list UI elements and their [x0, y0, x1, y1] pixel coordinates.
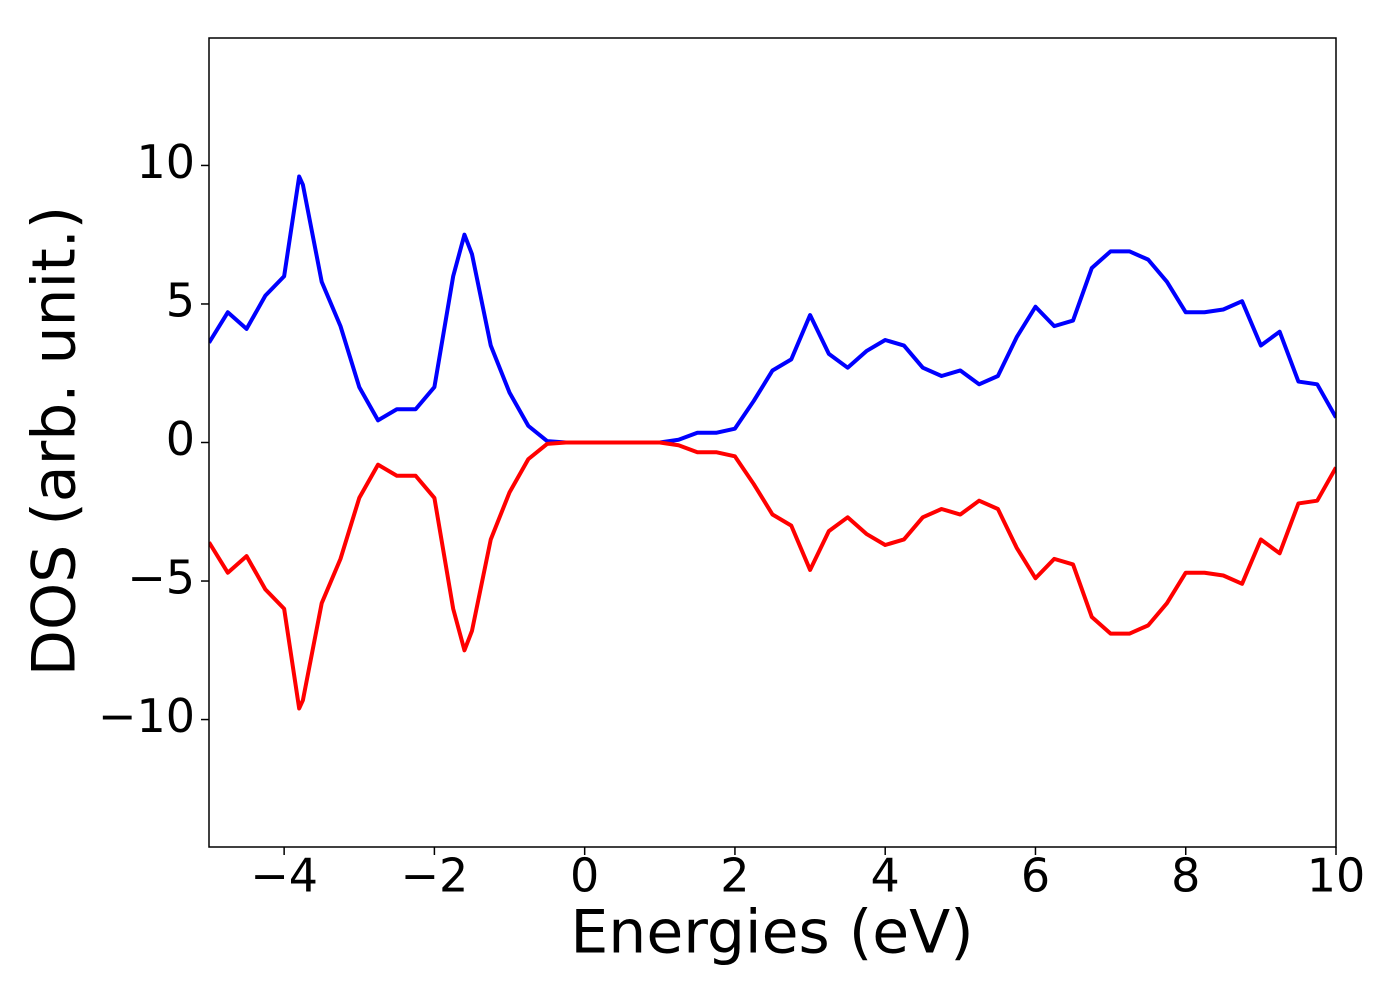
- x-tick-label: 10: [1307, 849, 1366, 903]
- y-tick-label: 10: [136, 135, 195, 189]
- y-tick-label: 0: [166, 412, 195, 466]
- y-tick-label: −5: [127, 551, 195, 605]
- x-axis-label: Energies (eV): [570, 898, 973, 968]
- x-tick-label: 2: [720, 849, 749, 903]
- y-tick-label: −10: [98, 689, 195, 743]
- y-axis-label: DOS (arb. unit.): [20, 206, 90, 676]
- data-line: [209, 174, 1336, 445]
- x-tick-label: 0: [570, 849, 599, 903]
- data-line: [209, 440, 1336, 711]
- x-tick-label: −4: [250, 849, 318, 903]
- x-tick-label: 8: [1171, 849, 1200, 903]
- x-tick-label: 6: [1021, 849, 1050, 903]
- plot-frame: [208, 37, 1337, 848]
- x-tick-label: −2: [400, 849, 468, 903]
- y-tick-label: 5: [166, 273, 195, 327]
- x-tick-label: 4: [871, 849, 900, 903]
